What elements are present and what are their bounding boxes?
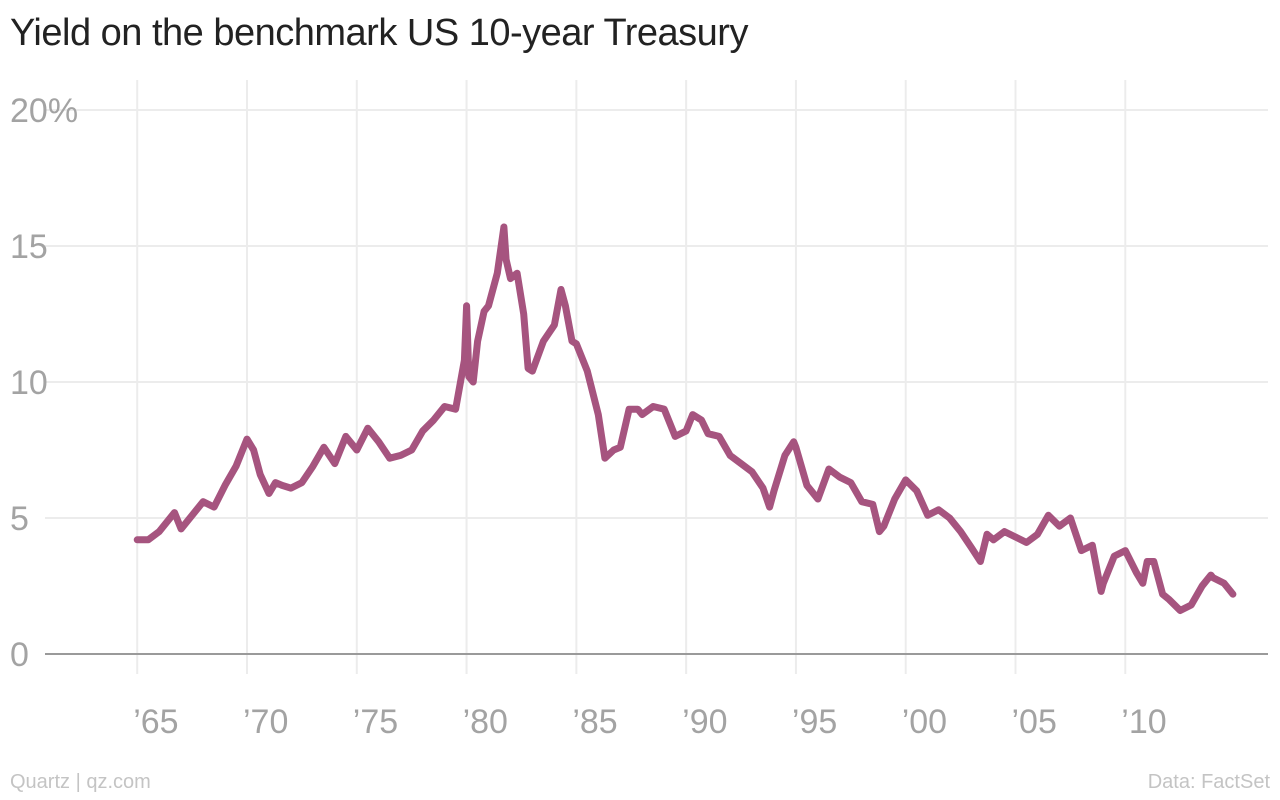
y-tick-label: 15 bbox=[10, 228, 48, 266]
x-tick-label: ’10 bbox=[1121, 703, 1166, 741]
x-tick-label: ’70 bbox=[243, 703, 288, 741]
x-tick-label: ’75 bbox=[353, 703, 398, 741]
y-tick-label: 20% bbox=[10, 92, 78, 130]
x-axis-tick-labels: ’65 ’70 ’75 ’80 ’85 ’90 ’95 ’00 ’05 ’10 bbox=[133, 703, 1166, 741]
footer-source-left: Quartz | qz.com bbox=[10, 771, 151, 793]
y-tick-label: 0 bbox=[10, 636, 29, 674]
chart-title: Yield on the benchmark US 10-year Treasu… bbox=[10, 12, 748, 54]
series-line-0 bbox=[133, 223, 1237, 614]
footer-source-right: Data: FactSet bbox=[1147, 771, 1270, 793]
x-tick-label: ’00 bbox=[902, 703, 947, 741]
series-layer bbox=[133, 223, 1237, 614]
y-axis-tick-labels: 0 5 10 15 20% bbox=[10, 92, 78, 674]
x-tick-label: ’05 bbox=[1011, 703, 1056, 741]
x-tick-label: ’85 bbox=[572, 703, 617, 741]
y-tick-label: 5 bbox=[10, 500, 29, 538]
x-tick-label: ’90 bbox=[682, 703, 727, 741]
x-tick-label: ’80 bbox=[463, 703, 508, 741]
y-tick-label: 10 bbox=[10, 364, 48, 402]
x-tick-label: ’95 bbox=[792, 703, 837, 741]
x-tick-label: ’65 bbox=[133, 703, 178, 741]
grid-lines bbox=[45, 80, 1268, 674]
